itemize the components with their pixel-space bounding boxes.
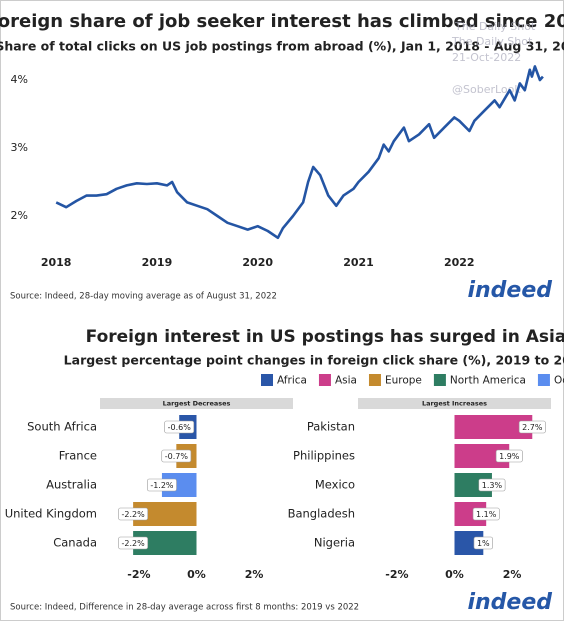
legend-swatch: [261, 374, 273, 386]
watermark: 21-Oct-2022: [452, 51, 521, 64]
value-label: -1.2%: [150, 481, 174, 490]
x-tick-label: 2020: [242, 256, 273, 269]
value-label: 1.9%: [499, 452, 520, 461]
y-tick-label: 4%: [11, 73, 28, 86]
value-label: 1.3%: [482, 481, 503, 490]
legend-swatch: [368, 374, 381, 386]
legend-label: Africa: [277, 375, 307, 387]
y-tick-label: Canada: [53, 536, 97, 550]
value-label: -0.7%: [165, 452, 189, 461]
value-label: -0.6%: [168, 423, 192, 432]
y-tick-label: South Africa: [27, 420, 97, 434]
chart-title: Foreign share of job seeker interest has…: [0, 11, 564, 32]
y-tick-label: France: [59, 449, 97, 463]
legend-label: Oceania: [554, 375, 564, 387]
x-tick-label: 2%: [503, 568, 522, 581]
y-tick-label: Nigeria: [314, 536, 355, 550]
y-tick-label: United Kingdom: [5, 507, 97, 521]
logo: indeed: [467, 278, 552, 303]
source: Source: Indeed, 28-day moving average as…: [10, 292, 277, 302]
x-tick-label: 2021: [343, 256, 374, 269]
y-tick-label: Mexico: [315, 478, 355, 492]
value-label-box: [472, 507, 500, 521]
x-tick-label: 2022: [444, 256, 475, 269]
x-tick-label: 2019: [142, 256, 173, 269]
y-tick-label: Pakistan: [307, 420, 355, 434]
value-label-box: [495, 449, 523, 463]
watermark: The Daily Shot: [454, 20, 536, 33]
value-label-box: [164, 420, 195, 434]
line: [55, 65, 544, 240]
legend-swatch: [433, 374, 446, 386]
legend-swatch: [537, 374, 550, 386]
chart-title: Foreign interest in US postings has surg…: [86, 327, 564, 347]
value-label-box: [478, 478, 506, 492]
value-label: 1.1%: [476, 510, 497, 519]
chart-subtitle: Share of total clicks on US job postings…: [0, 39, 564, 54]
y-tick-label: 3%: [11, 141, 28, 154]
y-tick-label: 2%: [11, 209, 28, 222]
chart-subtitle: Largest percentage point changes in fore…: [64, 353, 564, 368]
panel-header: [358, 398, 551, 409]
value-label: -2.2%: [122, 539, 146, 548]
value-label-box: [147, 478, 177, 492]
watermark: @SoberLook: [452, 83, 521, 96]
value-label-box: [518, 420, 546, 434]
value-label-box: [118, 507, 149, 521]
value-label-box: [161, 449, 192, 463]
legend-label: North America: [450, 375, 526, 387]
panel-header: [100, 398, 293, 409]
panel-title: Largest Increases: [422, 400, 487, 408]
source: Source: Indeed, Difference in 28-day ave…: [10, 603, 359, 613]
y-tick-label: Bangladesh: [288, 507, 355, 521]
value-label-box: [473, 536, 493, 550]
value-label-box: [118, 536, 149, 550]
x-tick-label: 2%: [245, 568, 264, 581]
value-label: 2.7%: [522, 423, 543, 432]
value-label: 1%: [477, 539, 490, 548]
logo: indeed: [467, 590, 552, 615]
x-tick-label: 0%: [187, 568, 206, 581]
x-tick-label: -2%: [385, 568, 408, 581]
panel-title: Largest Decreases: [163, 400, 231, 408]
legend-label: Asia: [335, 375, 357, 387]
x-tick-label: 0%: [445, 568, 464, 581]
legend-swatch: [318, 374, 331, 386]
value-label: -2.2%: [122, 510, 146, 519]
y-tick-label: Australia: [46, 478, 97, 492]
y-tick-label: Philippines: [293, 449, 355, 463]
legend-label: Europe: [385, 375, 422, 387]
x-tick-label: -2%: [127, 568, 150, 581]
x-tick-label: 2018: [41, 256, 72, 269]
watermark: The Daily Shot: [451, 35, 533, 48]
